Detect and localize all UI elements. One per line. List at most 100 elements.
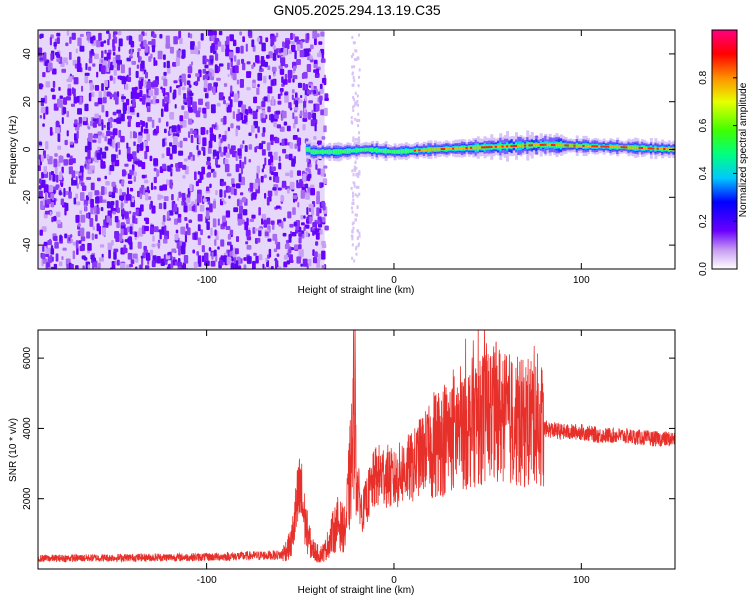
noise-cell — [50, 53, 54, 61]
noise-cell — [252, 82, 257, 88]
noise-cell — [236, 79, 240, 85]
noise-cell — [56, 37, 60, 45]
signal-band-cell — [326, 150, 330, 154]
noise-cell — [308, 258, 312, 267]
noise-cell — [94, 266, 100, 269]
noise-cell — [126, 153, 131, 159]
snr-xtick-label: 0 — [391, 575, 397, 586]
signal-band-cell — [319, 150, 323, 154]
noise-cell — [132, 98, 136, 107]
noise-cell — [273, 73, 276, 77]
noise-cell — [144, 79, 147, 89]
noise-cell — [101, 65, 106, 75]
noise-cell — [42, 245, 45, 252]
noise-cell — [134, 236, 137, 241]
noise-cell — [64, 139, 68, 146]
noise-cell — [163, 78, 168, 87]
signal-band-cell — [357, 148, 361, 152]
noise-cell — [99, 244, 105, 248]
noise-cell — [218, 63, 224, 67]
noise-cell — [169, 142, 173, 147]
noise-cell — [130, 48, 133, 57]
noise-cell — [112, 210, 116, 215]
noise-cell — [52, 80, 56, 88]
signal-band-core — [634, 146, 638, 149]
noise-cell — [249, 218, 255, 223]
noise-cell — [321, 240, 326, 246]
noise-cell — [198, 259, 202, 267]
noise-cell — [292, 33, 296, 39]
noise-cell — [137, 56, 141, 63]
noise-cell — [223, 99, 226, 105]
noise-cell — [248, 108, 253, 114]
noise-cell — [42, 106, 46, 114]
noise-cell — [213, 200, 216, 209]
noise-cell — [110, 63, 113, 70]
noise-cell — [171, 144, 177, 154]
noise-cell — [230, 123, 234, 129]
noise-cell — [281, 138, 285, 147]
signal-band-cell — [330, 150, 334, 154]
noise-cell — [226, 173, 232, 177]
noise-cell — [199, 173, 204, 180]
noise-cell — [68, 186, 71, 192]
noise-cell — [195, 80, 198, 87]
noise-cell — [58, 171, 63, 181]
noise-cell — [302, 173, 307, 182]
noise-cell — [195, 73, 200, 77]
colorbar-tick-label: 0.8 — [698, 70, 709, 84]
noise-cell — [79, 33, 84, 38]
noise-cell — [82, 116, 87, 122]
spike-column-cell — [358, 231, 361, 235]
noise-cell — [187, 74, 191, 78]
noise-cell — [105, 181, 110, 186]
noise-cell — [309, 163, 312, 168]
noise-cell — [43, 241, 48, 247]
noise-cell — [192, 130, 197, 135]
noise-cell — [149, 249, 154, 256]
noise-cell — [190, 48, 195, 54]
signal-band-core — [497, 145, 501, 148]
noise-cell — [129, 263, 133, 268]
colorbar-label: Normalized spectral amplitude — [738, 82, 749, 217]
noise-cell — [188, 131, 191, 138]
signal-band-core — [636, 146, 640, 149]
noise-cell — [66, 153, 70, 158]
noise-cell — [307, 112, 311, 120]
noise-cell — [201, 166, 206, 175]
snr-ticks: -100 0 100 2000 4000 6000 — [22, 330, 675, 586]
noise-cell — [40, 33, 44, 39]
noise-cell — [324, 225, 329, 231]
noise-cell — [223, 201, 227, 205]
noise-cell — [44, 210, 50, 215]
signal-band-core — [613, 145, 617, 148]
noise-cell — [161, 153, 165, 159]
noise-cell — [290, 40, 295, 45]
signal-band-core — [474, 146, 478, 149]
noise-cell — [242, 62, 246, 71]
signal-band-core — [512, 145, 516, 148]
noise-cell — [197, 213, 203, 222]
noise-cell — [103, 124, 106, 128]
noise-cell — [283, 261, 288, 268]
noise-cell — [323, 125, 327, 133]
noise-cell — [181, 73, 186, 83]
signal-band-core — [526, 144, 530, 147]
noise-cell — [90, 48, 94, 55]
noise-cell — [96, 223, 100, 232]
noise-cell — [229, 34, 234, 42]
noise-cell — [230, 244, 233, 252]
noise-cell — [79, 245, 84, 252]
noise-cell — [43, 166, 47, 174]
noise-cell — [313, 89, 317, 95]
noise-cell — [187, 32, 191, 38]
signal-band-core — [445, 147, 449, 150]
noise-cell — [42, 198, 46, 206]
noise-cell — [76, 246, 79, 255]
noise-cell — [87, 264, 91, 269]
noise-cell — [196, 145, 199, 151]
signal-band-core — [598, 145, 602, 148]
noise-cell — [67, 88, 72, 96]
noise-cell — [69, 155, 73, 160]
spike-column-cell — [357, 174, 360, 178]
